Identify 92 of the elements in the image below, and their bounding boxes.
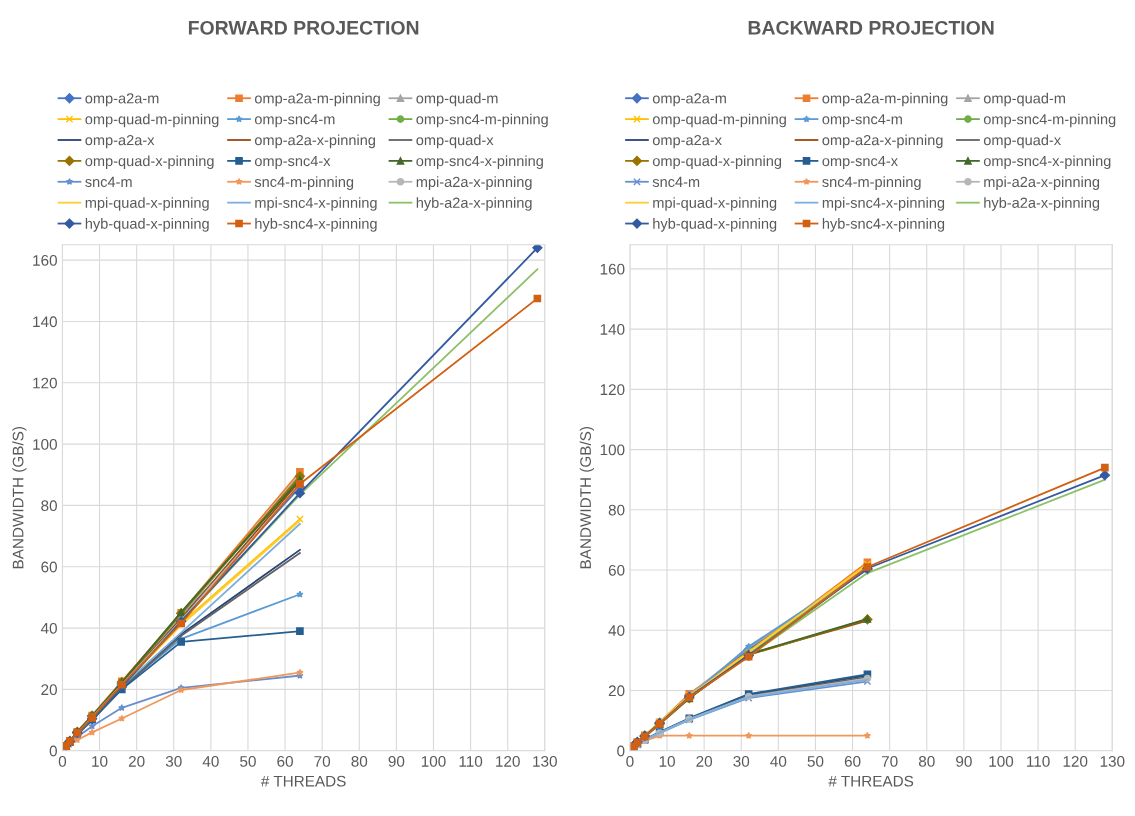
x-tick-label: 100 <box>989 755 1014 767</box>
x-tick-label: 30 <box>733 755 750 767</box>
x-tick-label: 110 <box>1027 755 1050 767</box>
legend-label: omp-a2a-x <box>85 134 155 149</box>
legend-label: snc4-m <box>85 176 132 188</box>
y-tick-label: 160 <box>33 255 57 266</box>
legend-label: omp-snc4-x-pinning <box>983 155 1111 170</box>
y-axis-title: BANDWIDTH (GB/S) <box>12 426 27 569</box>
y-tick-label: 40 <box>608 625 625 636</box>
legend-label: hyb-quad-x-pinning <box>653 218 777 232</box>
legend-label: mpi-a2a-x-pinning <box>416 176 532 190</box>
legend-label: snc4-m <box>652 176 700 188</box>
x-tick-label: 0 <box>626 755 634 767</box>
legend-label: omp-snc4-m <box>254 114 335 128</box>
legend-label: hyb-snc4-x-pinning <box>822 218 945 232</box>
x-tick-label: 50 <box>240 755 256 767</box>
y-tick-label: 20 <box>41 684 57 696</box>
chart-title: BACKWARD PROJECTION <box>748 20 994 35</box>
x-tick-label: 80 <box>918 755 935 767</box>
legend-label: omp-a2a-m-pinning <box>822 92 948 107</box>
legend-label: omp-snc4-x <box>254 155 331 170</box>
y-tick-label: 80 <box>41 500 57 512</box>
legend-label: hyb-quad-x-pinning <box>85 218 209 232</box>
y-tick-label: 60 <box>41 561 57 573</box>
legend-label: omp-a2a-x <box>652 134 722 149</box>
legend-label: hyb-a2a-x-pinning <box>984 197 1100 211</box>
legend-label: omp-snc4-m-pinning <box>983 113 1116 128</box>
legend-label: mpi-snc4-x-pinning <box>255 197 377 211</box>
x-tick-label: 130 <box>533 755 557 767</box>
legend-label: omp-quad-x <box>416 134 494 149</box>
x-tick-label: 60 <box>844 755 861 767</box>
legend-label: hyb-snc4-x-pinning <box>255 218 377 232</box>
legend-label: omp-snc4-x <box>822 155 898 170</box>
legend-label: omp-a2a-x-pinning <box>822 134 943 149</box>
y-tick-label: 40 <box>40 622 57 634</box>
legend-label: omp-a2a-m-pinning <box>254 92 380 107</box>
legend-label: mpi-a2a-x-pinning <box>984 176 1100 190</box>
legend-label: omp-quad-m-pinning <box>85 113 219 128</box>
x-tick-label: 120 <box>496 755 520 767</box>
legend-label: omp-snc4-m-pinning <box>416 113 548 128</box>
legend-label: omp-a2a-x-pinning <box>254 134 375 149</box>
legend-label: omp-snc4-m <box>822 114 902 128</box>
x-tick-label: 30 <box>165 755 182 767</box>
x-tick-label: 90 <box>388 755 405 767</box>
chart-title: FORWARD PROJECTION <box>188 20 419 35</box>
y-tick-label: 60 <box>608 564 625 576</box>
x-tick-label: 40 <box>202 755 219 767</box>
legend-label: omp-quad-x-pinning <box>652 155 782 170</box>
legend-label: omp-quad-m <box>983 92 1065 107</box>
x-tick-label: 40 <box>770 755 787 767</box>
x-tick-label: 20 <box>696 755 713 767</box>
y-tick-label: 120 <box>33 377 57 389</box>
x-tick-label: 120 <box>1063 755 1088 767</box>
legend-label: mpi-quad-x-pinning <box>85 197 209 211</box>
x-axis-title: # THREADS <box>260 775 346 787</box>
x-tick-label: 80 <box>351 755 368 767</box>
y-tick-label: 100 <box>33 438 57 450</box>
legend-label: mpi-snc4-x-pinning <box>822 197 945 211</box>
legend-label: omp-quad-x-pinning <box>85 155 214 170</box>
x-tick-label: 20 <box>128 755 145 767</box>
legend-label: mpi-quad-x-pinning <box>653 197 777 211</box>
x-tick-label: 60 <box>277 755 293 767</box>
legend-label: omp-snc4-x-pinning <box>416 155 543 170</box>
legend-label: omp-a2a-m <box>85 93 159 107</box>
x-tick-label: 110 <box>459 755 483 767</box>
x-axis-title: # THREADS <box>828 775 914 787</box>
legend-label: omp-quad-x <box>983 134 1061 149</box>
x-tick-label: 10 <box>92 755 108 767</box>
x-tick-label: 50 <box>807 755 824 767</box>
x-tick-label: 130 <box>1100 755 1125 767</box>
x-tick-label: 100 <box>421 755 446 767</box>
legend-label: omp-quad-m <box>416 92 498 107</box>
legend-label: omp-a2a-m <box>652 93 726 107</box>
x-tick-label: 0 <box>58 755 67 767</box>
x-tick-label: 90 <box>956 755 972 767</box>
x-tick-label: 70 <box>881 755 898 767</box>
legend-label: snc4-m-pinning <box>254 176 354 190</box>
y-tick-label: 100 <box>600 444 625 456</box>
legend-label: snc4-m-pinning <box>822 176 921 190</box>
y-tick-label: 0 <box>49 745 57 757</box>
y-tick-label: 80 <box>608 504 625 516</box>
y-tick-label: 0 <box>617 745 625 757</box>
y-axis-title: BANDWIDTH (GB/S) <box>579 426 595 569</box>
y-tick-label: 160 <box>600 263 625 275</box>
y-tick-label: 20 <box>608 685 625 697</box>
y-tick-label: 140 <box>33 316 57 328</box>
x-tick-label: 70 <box>314 755 331 767</box>
y-tick-label: 120 <box>600 384 625 396</box>
x-tick-label: 10 <box>659 755 675 767</box>
legend-label: hyb-a2a-x-pinning <box>416 197 532 211</box>
y-tick-label: 140 <box>600 323 625 335</box>
legend-label: omp-quad-m-pinning <box>652 113 786 128</box>
